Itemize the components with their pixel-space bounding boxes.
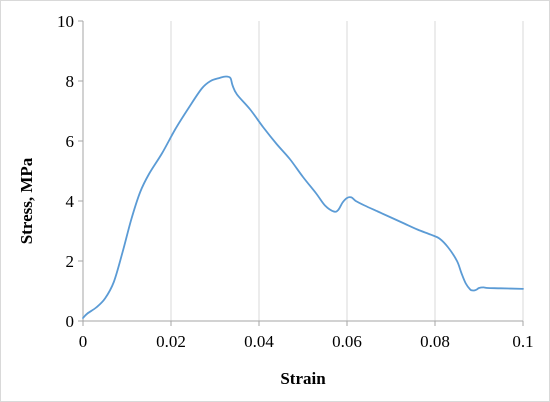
y-tick-label: 8: [66, 72, 75, 91]
x-tick-label: 0.1: [512, 332, 533, 351]
x-tick-label: 0.04: [244, 332, 274, 351]
x-tick-label: 0.06: [332, 332, 362, 351]
x-axis-title: Strain: [280, 369, 326, 388]
y-tick-label: 2: [66, 252, 75, 271]
y-tick-label: 6: [66, 132, 75, 151]
tick-labels: 0 0.02 0.04 0.06 0.08 0.1 0 2 4 6 8 10: [57, 12, 534, 351]
x-tick-label: 0.02: [156, 332, 186, 351]
y-tick-label: 4: [66, 192, 75, 211]
y-tick-label: 0: [66, 312, 75, 331]
axes: [78, 20, 524, 326]
stress-strain-series-line: [82, 75, 524, 319]
y-axis-title: Stress, MPa: [17, 157, 36, 244]
plot-area: [82, 75, 524, 319]
y-tick-label: 10: [57, 12, 74, 31]
grid-lines: [170, 21, 524, 321]
x-tick-label: 0: [79, 332, 88, 351]
x-tick-label: 0.08: [420, 332, 450, 351]
